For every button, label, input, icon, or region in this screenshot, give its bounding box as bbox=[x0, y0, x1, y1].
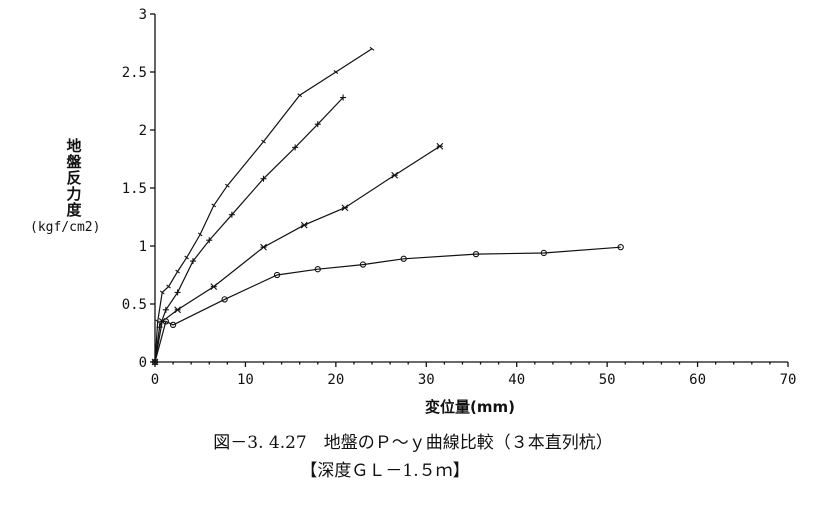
data-point bbox=[206, 237, 213, 244]
data-point bbox=[174, 289, 181, 296]
data-point bbox=[225, 183, 230, 188]
data-point bbox=[166, 284, 171, 289]
data-point bbox=[436, 142, 444, 150]
data-point bbox=[340, 94, 347, 101]
data-point bbox=[210, 283, 218, 290]
data-point bbox=[314, 121, 321, 128]
data-point bbox=[260, 175, 267, 182]
data-point bbox=[341, 204, 349, 212]
data-point bbox=[221, 296, 228, 303]
data-point bbox=[540, 249, 547, 257]
data-point bbox=[273, 271, 281, 279]
series-4 bbox=[151, 244, 624, 366]
x-axis-label: 変位量(mm) bbox=[425, 398, 515, 416]
data-point bbox=[151, 358, 159, 366]
data-point bbox=[300, 221, 308, 229]
data-point bbox=[169, 321, 177, 329]
y-tick-label: 3 bbox=[139, 7, 147, 23]
y-tick-label: 0.5 bbox=[122, 297, 147, 313]
x-tick-label: 0 bbox=[151, 372, 159, 388]
data-point bbox=[162, 318, 170, 325]
data-point bbox=[184, 255, 189, 260]
data-point bbox=[260, 243, 267, 251]
chart-axes: 0 10 20 30 40 50 60 70 0 0.5 1 1.5 2 2.5 3 bbox=[122, 7, 797, 388]
x-tick-label: 50 bbox=[599, 372, 616, 388]
series-line bbox=[154, 48, 373, 363]
data-point bbox=[359, 261, 367, 268]
data-point bbox=[211, 203, 217, 208]
data-point bbox=[155, 319, 161, 324]
data-point bbox=[314, 266, 321, 273]
y-tick-label: 0 bbox=[139, 355, 147, 371]
y-tick-label: 2.5 bbox=[122, 65, 147, 81]
series-2 bbox=[152, 94, 347, 365]
y-axis-unit: (kgf/cm2) bbox=[30, 220, 101, 235]
data-point bbox=[174, 306, 181, 314]
chart-series-layer bbox=[151, 46, 624, 366]
data-point bbox=[261, 139, 266, 144]
y-tick-label: 1 bbox=[139, 239, 147, 255]
series-line bbox=[154, 246, 621, 363]
data-point bbox=[175, 269, 180, 274]
series-3 bbox=[151, 142, 444, 366]
x-tick-label: 10 bbox=[237, 372, 254, 388]
y-axis-label: 地盤反力度 bbox=[66, 137, 82, 219]
data-point bbox=[369, 46, 375, 51]
figure-subcaption: 【深度ＧＬ－1.５ｍ】 bbox=[300, 461, 470, 481]
x-tick-label: 60 bbox=[689, 372, 706, 388]
data-point bbox=[228, 211, 235, 218]
series-1 bbox=[152, 46, 375, 364]
figure-caption: 図－3. 4.27 地盤のＰ～ｙ曲線比較（３本直列杭） bbox=[213, 433, 613, 453]
x-tick-label: 30 bbox=[418, 372, 435, 388]
y-tick-label: 2 bbox=[139, 123, 147, 139]
data-point bbox=[159, 290, 165, 295]
data-point bbox=[472, 250, 480, 258]
y-tick-label: 1.5 bbox=[122, 181, 147, 197]
series-line bbox=[154, 97, 344, 363]
data-point bbox=[292, 144, 299, 151]
data-point bbox=[189, 258, 196, 265]
data-point bbox=[297, 93, 303, 98]
data-point bbox=[197, 232, 203, 237]
x-tick-label: 20 bbox=[327, 372, 344, 388]
data-point bbox=[617, 244, 624, 251]
data-point bbox=[162, 306, 169, 313]
x-tick-label: 40 bbox=[508, 372, 525, 388]
data-point bbox=[333, 70, 339, 74]
data-point bbox=[391, 171, 399, 179]
data-point bbox=[400, 255, 407, 262]
x-tick-label: 70 bbox=[780, 372, 797, 388]
